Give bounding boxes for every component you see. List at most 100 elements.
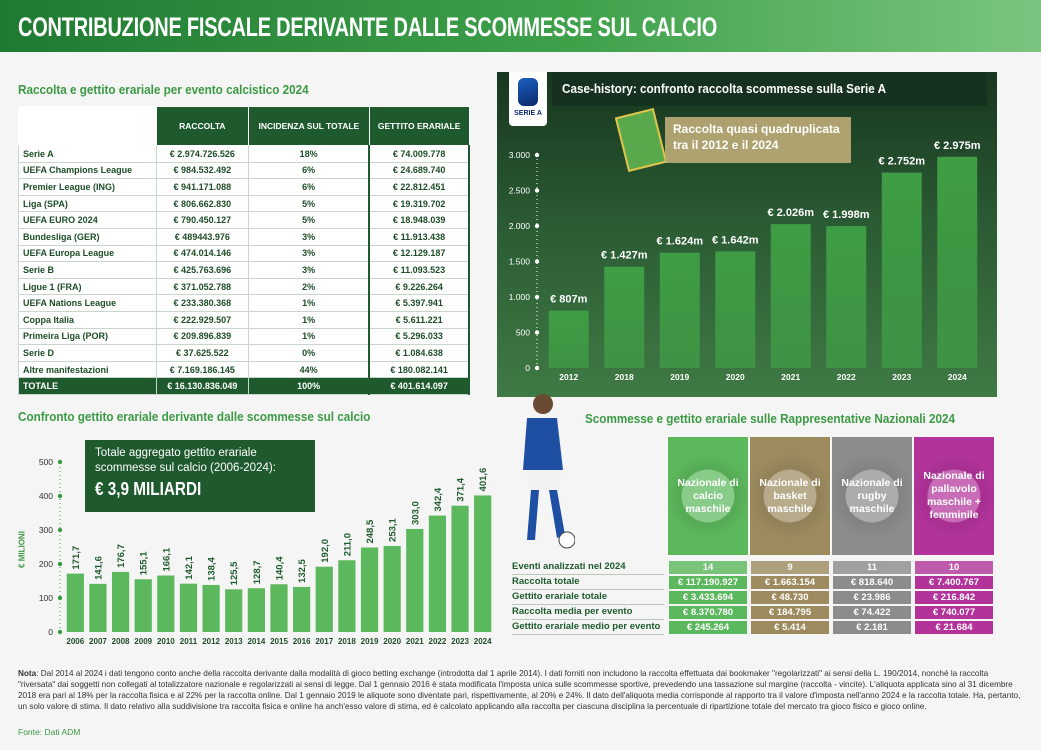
cell: 11 (833, 561, 911, 574)
tick-mark (57, 527, 63, 533)
tick-mark (57, 561, 63, 567)
y-tick-label: 2.500 (509, 186, 531, 196)
cell: € 11.913.438 (368, 228, 470, 246)
header-cell (18, 106, 157, 146)
cell: 3% (247, 245, 370, 263)
x-tick-label: 2015 (270, 637, 288, 646)
row-label: Serie D (18, 344, 157, 362)
cell: 9 (751, 561, 829, 574)
data-label: 142,1 (184, 555, 195, 579)
table-row: Premier League (ING) € 941.171.088 6% € 22.… (18, 178, 470, 196)
cell: € 9.226.264 (368, 278, 470, 296)
table-row: UEFA Nations League € 233.380.368 1% € 5.39… (18, 294, 470, 312)
table-row: Serie B € 425.763.696 3% € 11.093.523 (18, 261, 470, 279)
data-label: € 1.642m (712, 234, 759, 246)
row-label: UEFA Nations League (18, 294, 157, 312)
row-label: Raccolta totale (512, 575, 664, 590)
x-tick-label: 2013 (225, 637, 243, 646)
y-tick-label: 500 (516, 328, 530, 338)
bar (715, 251, 756, 368)
data-label: 192,0 (320, 539, 331, 563)
row-label: TOTALE (18, 377, 157, 395)
row-label: Serie B (18, 261, 157, 279)
cell: 3% (247, 261, 370, 279)
x-tick-label: 2006 (66, 637, 84, 646)
data-label: 401,6 (478, 468, 489, 492)
table-row: UEFA Champions League € 984.532.492 6% € 24… (18, 162, 470, 180)
header-row: RACCOLTA INCIDENZA SUL TOTALE GETTITO ERAR… (18, 106, 470, 146)
bar (383, 545, 401, 632)
cell: € 7.400.767 (915, 576, 993, 589)
cell: 1% (247, 294, 370, 312)
cell: € 401.614.097 (368, 377, 470, 395)
bar (338, 560, 356, 632)
data-label: € 2.752m (879, 156, 926, 168)
bar (826, 226, 867, 368)
row-label: Serie A (18, 145, 157, 163)
bar (937, 156, 978, 368)
x-tick-label: 2023 (451, 637, 469, 646)
cell: € 2.181 (833, 621, 911, 634)
y-tick-label: 3.000 (509, 150, 531, 160)
player-figure (523, 394, 575, 549)
logo: SERIE A (509, 72, 547, 126)
data-label: € 1.998m (823, 209, 870, 221)
x-tick-label: 2024 (948, 372, 967, 382)
cell: € 740.077 (915, 606, 993, 619)
column-header: Nazionale di pallavolo maschile + femmin… (914, 437, 994, 555)
data-label: 176,7 (116, 544, 127, 568)
annotation-value: € 3,9 MILIARDI (95, 479, 202, 499)
bar (111, 571, 130, 632)
row-label: Primeira Liga (POR) (18, 328, 157, 346)
column-header: GETTITO ERARIALE (368, 106, 470, 146)
bar (225, 589, 243, 632)
data-label: 211,0 (342, 533, 353, 556)
cell: € 22.812.451 (368, 178, 470, 196)
cell: 5% (247, 195, 370, 213)
bar (202, 584, 220, 632)
cell: € 806.662.830 (155, 195, 249, 213)
row-label: Coppa Italia (18, 311, 157, 329)
bar (270, 584, 288, 632)
bar (134, 579, 152, 632)
y-tick-label: 400 (39, 491, 53, 501)
column-header: Nazionale di basket maschile (750, 437, 830, 555)
cell: € 11.093.523 (368, 261, 470, 279)
data-label: 342,4 (433, 487, 444, 511)
cell: € 245.264 (669, 621, 747, 634)
total-row: TOTALE € 16.130.836.049 100% € 401.614.097 (18, 377, 470, 395)
column-header: Nazionale di rugby maschile (832, 437, 912, 555)
x-tick-label: 2016 (293, 637, 311, 646)
data-label: 132,5 (297, 558, 308, 582)
logo-mark (518, 78, 538, 106)
note: Nota: Dal 2014 al 2024 i dati tengono co… (18, 668, 1023, 712)
cell: € 489443.976 (155, 228, 249, 246)
bar (89, 583, 107, 632)
x-tick-label: 2024 (474, 637, 492, 646)
bar (406, 528, 424, 632)
cell: 18% (247, 145, 370, 163)
x-tick-label: 2019 (670, 372, 689, 382)
x-tick-label: 2017 (315, 637, 333, 646)
row-label: Raccolta media per evento (512, 605, 664, 620)
x-tick-label: 2008 (112, 637, 130, 646)
row-label: UEFA Champions League (18, 162, 157, 180)
cell: 3% (247, 228, 370, 246)
x-tick-label: 2018 (615, 372, 634, 382)
data-label: 171,7 (71, 546, 82, 570)
bar (548, 310, 589, 368)
cell: 6% (247, 162, 370, 180)
data-label: 140,4 (275, 556, 286, 580)
row-label: Eventi analizzati nel 2024 (512, 560, 664, 575)
cell: 0% (247, 344, 370, 362)
row-label: UEFA Europa League (18, 245, 157, 263)
data-label: 371,4 (456, 477, 467, 501)
cell: € 19.319.702 (368, 195, 470, 213)
cell: € 233.380.368 (155, 294, 249, 312)
bar (157, 575, 175, 632)
bar (66, 573, 84, 632)
y-tick-label: 2.000 (509, 221, 531, 231)
tick-mark (57, 493, 63, 499)
data-label: 166,1 (161, 547, 172, 571)
